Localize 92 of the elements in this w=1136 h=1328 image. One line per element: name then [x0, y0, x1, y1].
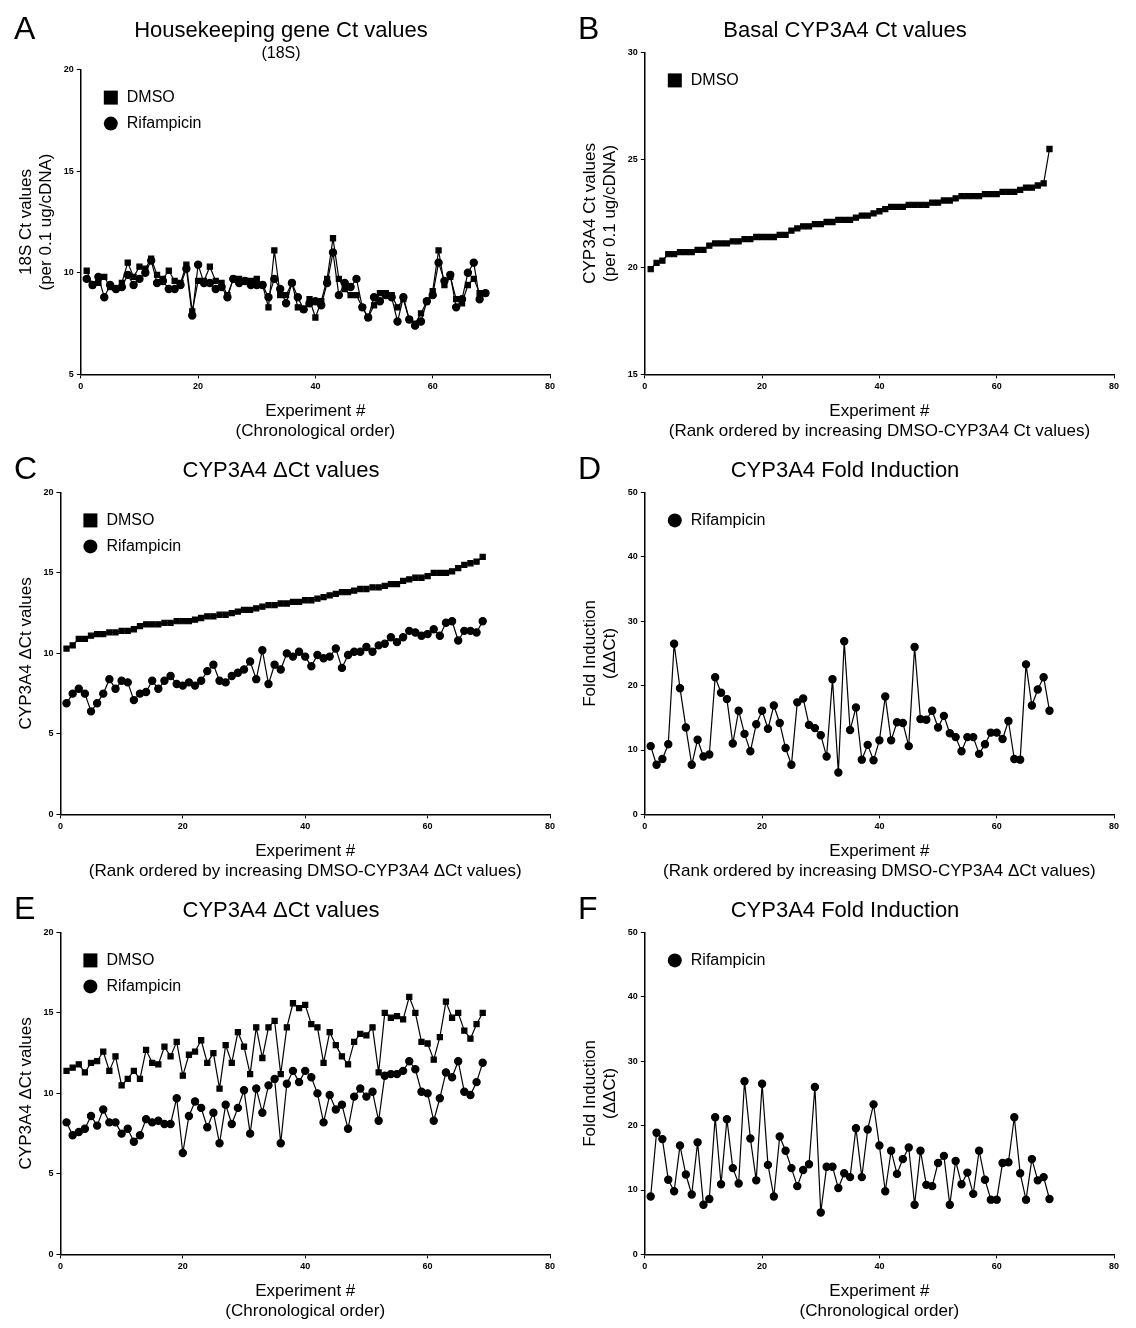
- y-tick-label: 40: [627, 551, 638, 562]
- legend-label: Rifampicin: [126, 114, 202, 132]
- x-tick-label: 20: [757, 821, 768, 832]
- text: D: [578, 449, 602, 486]
- y-tick-label: 20: [627, 680, 638, 691]
- y-tick-label: 10: [627, 1184, 638, 1195]
- x-tick-label: 80: [544, 821, 556, 832]
- y-tick-label: 20: [43, 926, 54, 937]
- chart-title: Housekeeping gene Ct values: [134, 17, 428, 43]
- x-axis-title: Experiment # (Rank ordered by increasing DMSO-CYP3A4 Ct values): [668, 401, 1091, 441]
- x-tick-label: 60: [427, 381, 438, 392]
- y-axis-title: Fold Induction (ΔΔCt): [579, 600, 620, 707]
- y-tick-label: 5: [48, 1168, 54, 1179]
- y-axis-title: CYP3A4 ΔCt values: [15, 1017, 35, 1170]
- x-axis-title: Experiment # (Chronological order): [225, 1281, 386, 1321]
- text: A: [14, 9, 36, 46]
- x-tick-label: 80: [1108, 1261, 1120, 1272]
- x-tick-label: 20: [177, 1261, 188, 1272]
- text: F: [578, 889, 598, 926]
- y-tick-label: 20: [627, 261, 638, 272]
- x-tick-label: 20: [757, 381, 768, 392]
- y-axis-title: CYP3A4 Ct values (per 0.1 ug/cDNA): [579, 143, 620, 284]
- y-tick-label: 5: [48, 728, 54, 739]
- x-tick-label: 60: [991, 381, 1002, 392]
- y-tick-label: 50: [627, 486, 638, 497]
- chart-title: CYP3A4 ΔCt values: [182, 897, 380, 923]
- x-tick-label: 0: [78, 381, 84, 392]
- y-tick-label: 15: [63, 165, 74, 176]
- x-tick-label: 0: [642, 1261, 648, 1272]
- x-axis-title: Experiment # (Chronological order): [235, 401, 396, 441]
- x-tick-label: 0: [642, 821, 648, 832]
- chart-title: Basal CYP3A4 Ct values: [723, 17, 967, 43]
- y-tick-label: 0: [48, 808, 54, 819]
- x-tick-label: 60: [991, 821, 1002, 832]
- x-tick-label: 80: [544, 381, 556, 392]
- legend-label: DMSO: [106, 510, 155, 528]
- y-tick-label: 0: [632, 808, 638, 819]
- y-axis-title: CYP3A4 ΔCt values: [15, 577, 35, 730]
- y-tick-label: 15: [627, 368, 638, 379]
- legend-label: Rifampicin: [690, 950, 766, 968]
- x-tick-label: 60: [422, 821, 433, 832]
- x-tick-label: 80: [1108, 381, 1120, 392]
- y-tick-label: 20: [627, 1120, 638, 1131]
- text: B: [578, 9, 600, 46]
- y-tick-label: 20: [63, 64, 74, 75]
- y-tick-label: 40: [627, 991, 638, 1002]
- y-axis-title: Fold Induction (ΔΔCt): [579, 1040, 620, 1147]
- y-tick-label: 10: [43, 1087, 54, 1098]
- y-tick-label: 10: [43, 647, 54, 658]
- legend-label: Rifampicin: [690, 510, 766, 528]
- x-tick-label: 20: [177, 821, 188, 832]
- chart-title: CYP3A4 ΔCt values: [182, 457, 380, 483]
- x-tick-label: 60: [422, 1261, 433, 1272]
- x-tick-label: 40: [874, 381, 885, 392]
- y-tick-label: 20: [43, 486, 54, 497]
- y-tick-label: 10: [63, 267, 74, 278]
- legend-label: DMSO: [106, 950, 155, 968]
- legend-label: DMSO: [126, 88, 175, 106]
- y-axis-title: 18S Ct values (per 0.1 ug/cDNA): [15, 153, 56, 291]
- y-tick-label: 5: [68, 368, 74, 379]
- legend-label: Rifampicin: [106, 976, 182, 994]
- x-tick-label: 0: [642, 381, 648, 392]
- x-tick-label: 40: [874, 1261, 885, 1272]
- x-tick-label: 40: [874, 821, 885, 832]
- y-tick-label: 15: [43, 567, 54, 578]
- x-tick-label: 40: [310, 381, 321, 392]
- x-axis-title: Experiment # (Rank ordered by increasing DMSO-CYP3A4 ΔCt values): [663, 841, 1096, 881]
- chart-subtitle: (18S): [261, 44, 301, 62]
- text: E: [14, 889, 36, 926]
- y-tick-label: 30: [627, 46, 638, 57]
- legend-label: DMSO: [690, 70, 739, 88]
- y-tick-label: 15: [43, 1007, 54, 1018]
- x-tick-label: 80: [544, 1261, 556, 1272]
- y-tick-label: 30: [627, 615, 638, 626]
- x-axis-title: Experiment # (Rank ordered by increasing DMSO-CYP3A4 ΔCt values): [88, 841, 522, 881]
- x-tick-label: 40: [300, 821, 311, 832]
- legend-label: Rifampicin: [106, 536, 182, 554]
- chart-title: CYP3A4 Fold Induction: [730, 897, 960, 923]
- x-axis-title: Experiment # (Chronological order): [799, 1281, 960, 1321]
- y-tick-label: 30: [627, 1055, 638, 1066]
- x-tick-label: 20: [193, 381, 204, 392]
- x-tick-label: 20: [757, 1261, 768, 1272]
- x-tick-label: 80: [1108, 821, 1120, 832]
- text: C: [14, 449, 38, 486]
- x-tick-label: 40: [300, 1261, 311, 1272]
- x-tick-label: 60: [991, 1261, 1002, 1272]
- y-tick-label: 10: [627, 744, 638, 755]
- y-tick-label: 0: [632, 1248, 638, 1259]
- y-tick-label: 50: [627, 926, 638, 937]
- chart-title: CYP3A4 Fold Induction: [730, 457, 960, 483]
- y-tick-label: 25: [627, 154, 638, 165]
- y-tick-label: 0: [48, 1248, 54, 1259]
